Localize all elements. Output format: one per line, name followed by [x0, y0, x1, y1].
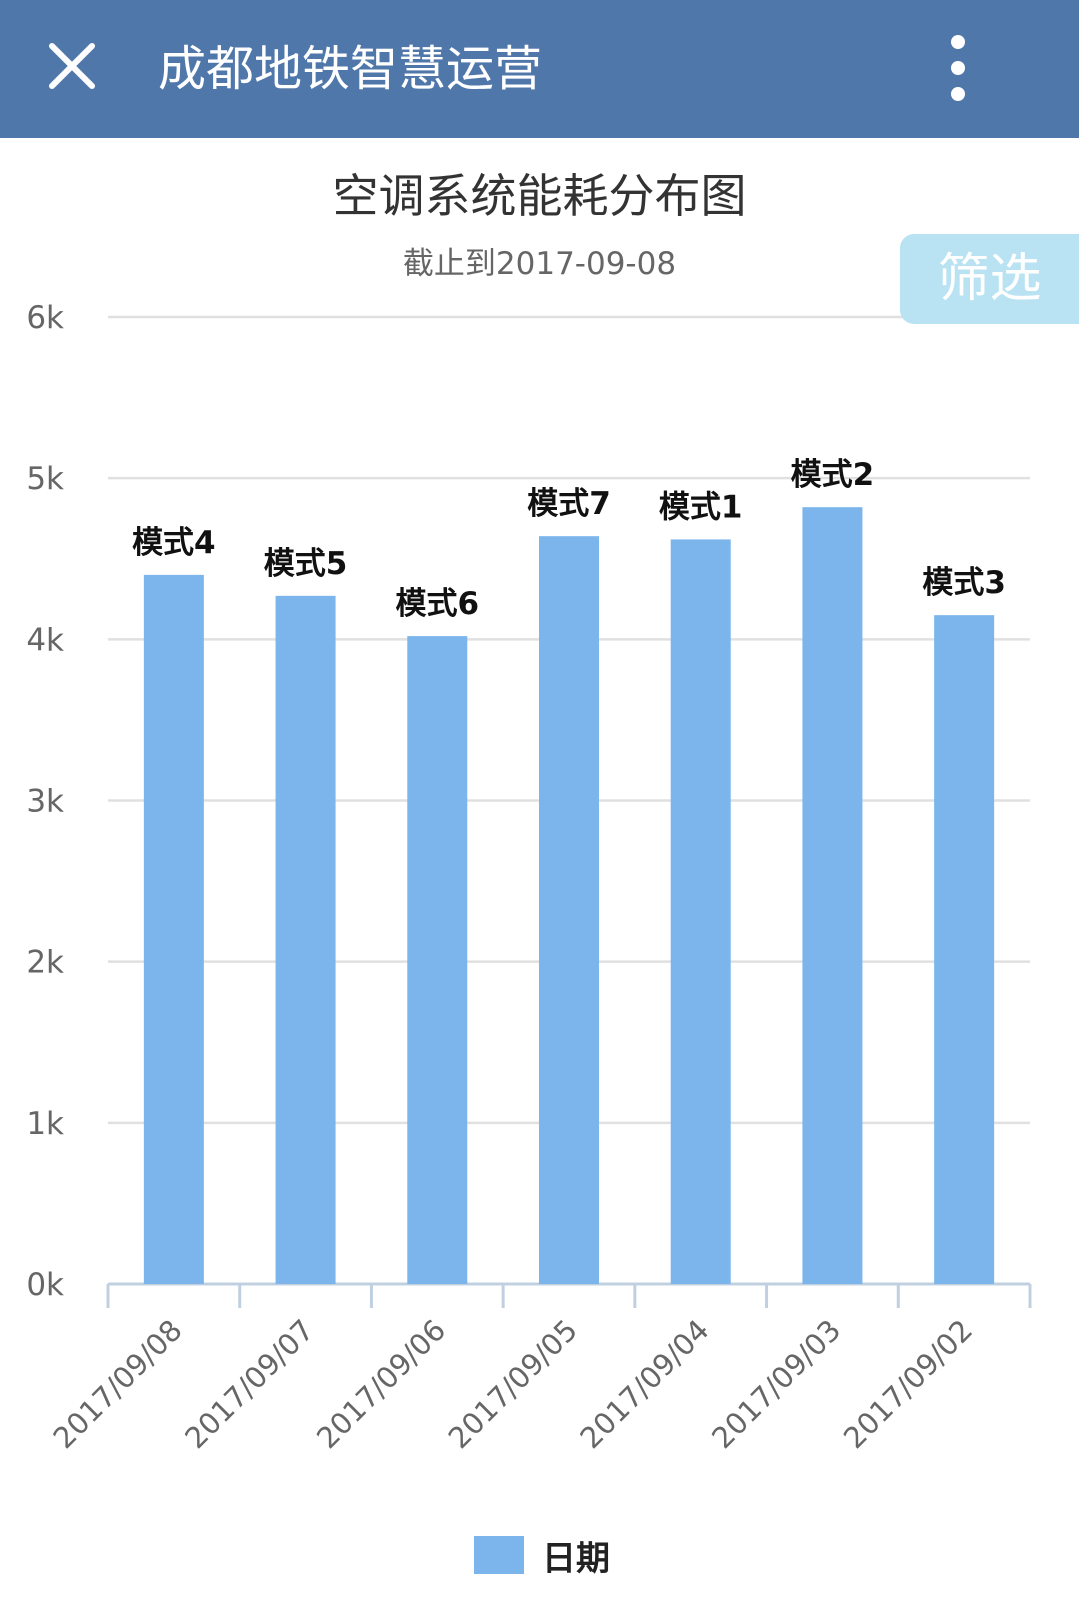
y-tick-label: 2k — [26, 945, 64, 981]
chart-title: 空调系统能耗分布图 — [332, 169, 747, 223]
bar — [143, 574, 204, 1284]
legend[interactable]: 日期 — [474, 1533, 610, 1579]
x-tick-label: 2017/09/06 — [310, 1313, 452, 1455]
x-tick-label: 2017/09/07 — [178, 1313, 320, 1455]
bar — [670, 539, 731, 1284]
close-icon — [49, 43, 95, 89]
close-button[interactable] — [36, 30, 108, 102]
y-tick-label: 4k — [26, 622, 64, 658]
data-label: 模式4 — [132, 525, 216, 561]
y-tick-label: 3k — [26, 784, 64, 820]
more-vertical-icon — [951, 35, 965, 101]
data-label: 模式5 — [264, 546, 348, 582]
y-tick-label: 1k — [26, 1106, 64, 1142]
y-tick-label: 6k — [26, 300, 64, 336]
data-label: 模式6 — [395, 586, 479, 622]
filter-button[interactable]: 筛选 — [900, 234, 1079, 324]
data-label: 模式3 — [922, 565, 1006, 601]
y-tick-label: 5k — [26, 461, 64, 497]
app-title: 成都地铁智慧运营 — [158, 41, 543, 97]
legend-swatch — [474, 1536, 524, 1574]
bar — [539, 536, 599, 1284]
x-tick-label: 2017/09/04 — [573, 1313, 715, 1455]
bar — [934, 615, 995, 1284]
app-bar: 成都地铁智慧运营 — [0, 0, 1079, 138]
bar — [275, 595, 336, 1284]
chart-subtitle: 截止到2017-09-08 — [402, 246, 677, 282]
legend-label: 日期 — [542, 1538, 610, 1579]
bar — [802, 507, 863, 1285]
data-label: 模式7 — [527, 486, 611, 522]
x-tick-label: 2017/09/08 — [47, 1313, 189, 1455]
x-tick-label: 2017/09/05 — [442, 1313, 584, 1455]
data-label: 模式2 — [791, 457, 875, 493]
more-options-button[interactable] — [950, 32, 1010, 104]
x-tick-label: 2017/09/02 — [837, 1313, 979, 1455]
bar — [407, 636, 468, 1284]
x-tick-label: 2017/09/03 — [705, 1313, 847, 1455]
data-label: 模式1 — [659, 489, 743, 525]
y-tick-label: 0k — [26, 1267, 64, 1303]
